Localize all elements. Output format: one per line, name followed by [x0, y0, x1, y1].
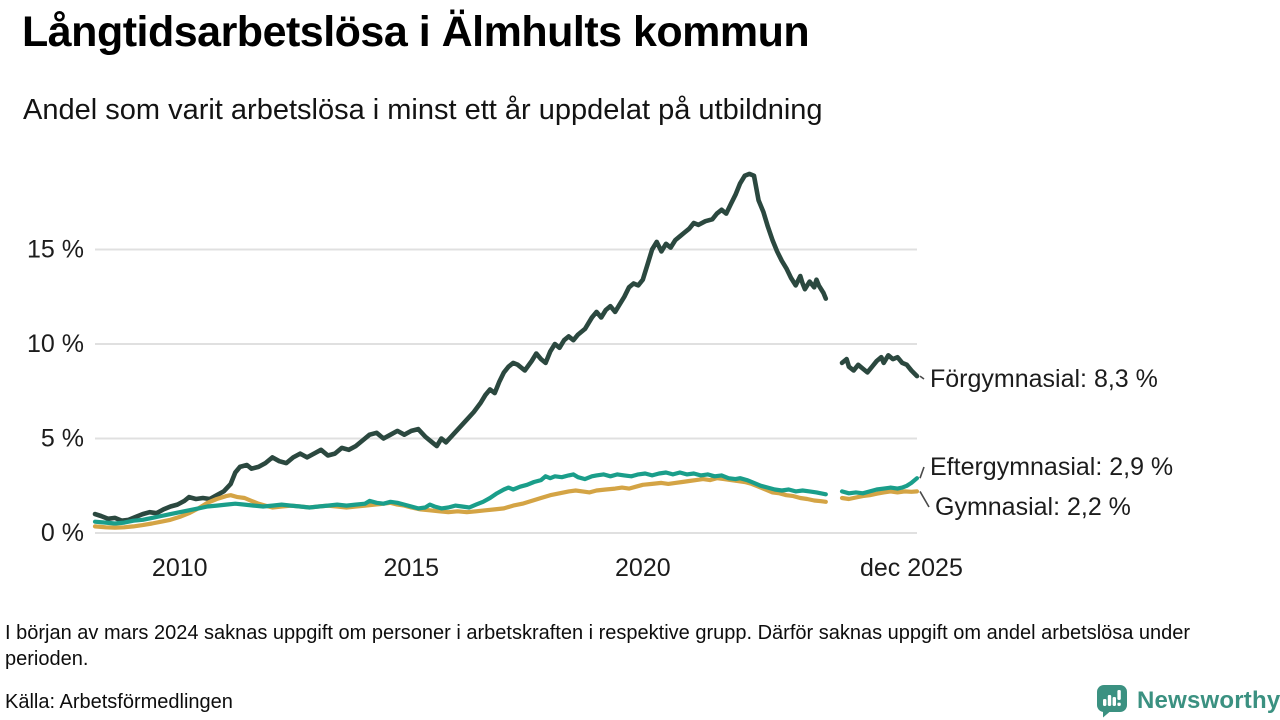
- newsworthy-logo-icon: [1097, 685, 1127, 718]
- series-end-label-förgymnasial: Förgymnasial: 8,3 %: [930, 365, 1158, 393]
- series-line-eftergymnasial: [839, 476, 920, 496]
- line-chart: 0 % 5 % 10 % 15 % 2010 2015 2020 dec 2025 Förgym…: [27, 171, 1173, 582]
- page-title: Långtidsarbetslösa i Älmhults kommun: [22, 8, 810, 56]
- footnote-text: I början av mars 2024 saknas uppgift om …: [5, 622, 1191, 670]
- series-end-label-eftergymnasial: Eftergymnasial: 2,9 %: [930, 453, 1173, 481]
- x-tick-label: dec 2025: [860, 554, 963, 582]
- y-tick-label: 10 %: [27, 330, 84, 358]
- brand-name: Newsworthy: [1137, 687, 1280, 714]
- x-tick-label: 2010: [152, 554, 208, 582]
- bar-chart-exclamation-glyph: [1103, 690, 1121, 706]
- page-subtitle: Andel som varit arbetslösa i minst ett å…: [23, 94, 823, 126]
- y-tick-label: 5 %: [41, 425, 84, 453]
- series-end-label-gymnasial: Gymnasial: 2,2 %: [935, 493, 1131, 521]
- label-leader: [919, 491, 930, 508]
- speech-bubble-shape: [1097, 685, 1127, 718]
- x-tick-label: 2020: [615, 554, 671, 582]
- series-line-förgymnasial: [92, 171, 829, 524]
- source-label: Källa: Arbetsförmedlingen: [5, 691, 233, 713]
- brand-lockup: Newsworthy: [1096, 684, 1280, 718]
- series-line-gymnasial: [839, 489, 920, 502]
- series-line-eftergymnasial: [92, 470, 828, 526]
- y-tick-label: 15 %: [27, 236, 84, 264]
- label-leader: [919, 375, 925, 380]
- x-tick-label: 2015: [383, 554, 439, 582]
- series-line-förgymnasial: [839, 352, 920, 379]
- label-leader: [919, 466, 925, 479]
- series-line-gymnasial: [92, 476, 828, 530]
- y-tick-label: 0 %: [41, 519, 84, 547]
